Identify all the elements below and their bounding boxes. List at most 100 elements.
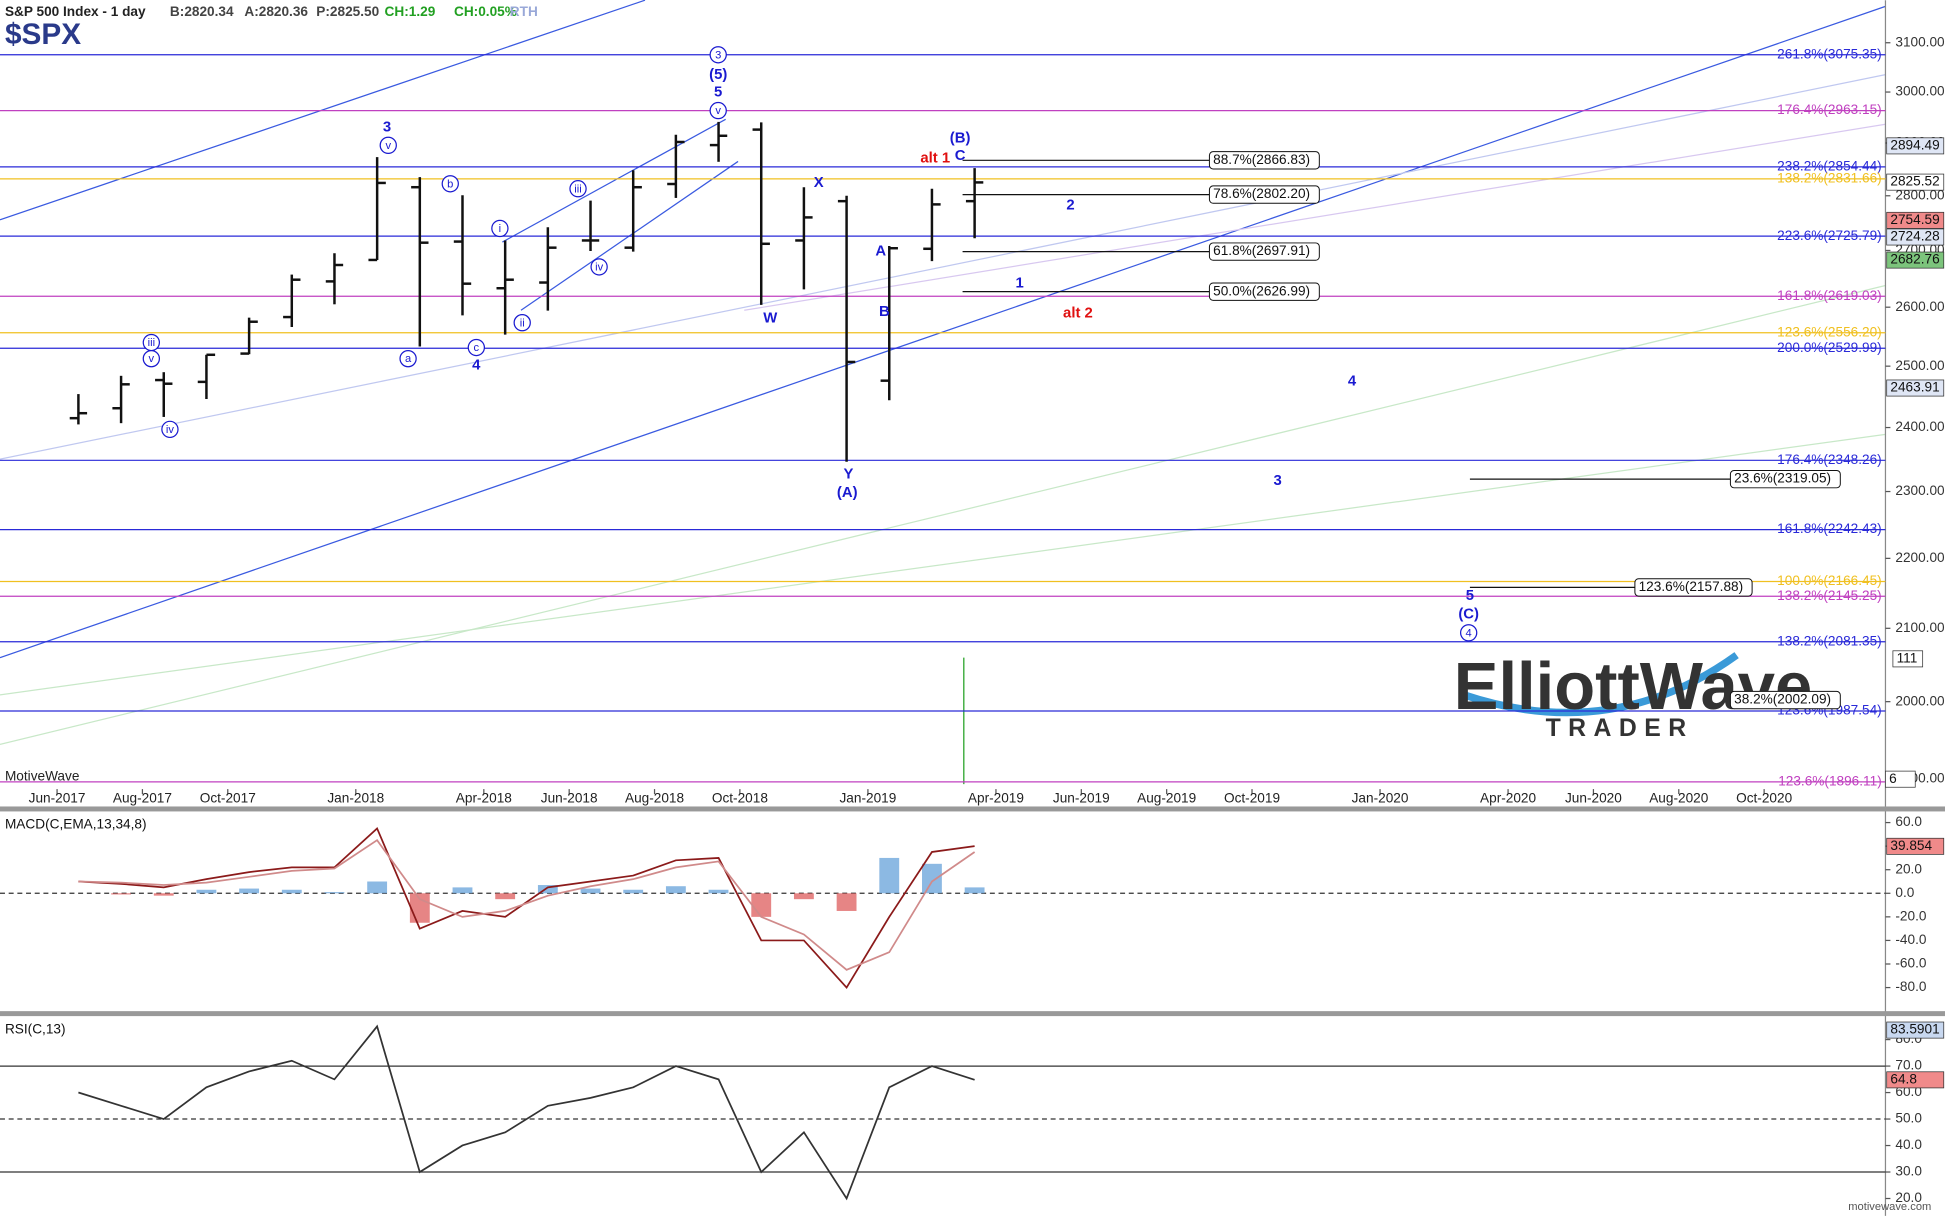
- wave-label: (A): [837, 485, 858, 501]
- x-tick-label: Oct-2020: [1736, 791, 1792, 806]
- histogram-bar: [964, 887, 985, 894]
- wave-circle: [142, 349, 161, 368]
- retracement-box: [1208, 242, 1320, 261]
- panel-title: RSI(C,13): [5, 1021, 66, 1036]
- y-tick-label: 3000.00: [1895, 84, 1945, 99]
- wave-label: ii: [520, 317, 525, 329]
- wave-circle: [161, 420, 179, 439]
- x-tick-label: Apr-2018: [456, 791, 512, 806]
- footer: motivewave.com: [1848, 1201, 1931, 1213]
- fib-level-label: 176.4%(2348.26): [1777, 452, 1882, 467]
- y-tick-label: 2600.00: [1895, 299, 1945, 314]
- x-tick-label: Apr-2020: [1480, 791, 1536, 806]
- histogram-bar: [281, 889, 302, 894]
- retracement-label: 38.2%(2002.09): [1734, 692, 1831, 707]
- wave-label: 3: [383, 119, 391, 135]
- logo-text: ElliottWave: [1454, 649, 1812, 724]
- wave-label: B: [879, 304, 890, 320]
- wave-circle: [513, 314, 531, 332]
- x-tick-label: Jan-2019: [840, 791, 897, 806]
- histogram-bar: [751, 893, 772, 917]
- quote-item: CH:1.29: [385, 4, 436, 19]
- retracement-box: [1729, 690, 1841, 710]
- wave-label: b: [447, 178, 453, 190]
- retracement-label: 61.8%(2697.91): [1213, 243, 1310, 258]
- x-tick-label: Jun-2019: [1053, 791, 1110, 806]
- histogram-bar: [708, 889, 729, 894]
- fib-level-label: 138.2%(2145.25): [1777, 588, 1882, 603]
- wave-label: 2: [1066, 197, 1074, 213]
- wave-label: 5: [714, 85, 722, 101]
- value-tag: [1886, 1021, 1945, 1039]
- retracement-box: [1208, 185, 1320, 204]
- fan-line: [0, 433, 1886, 696]
- fib-level-label: 138.2%(2081.35): [1777, 633, 1882, 648]
- wave-circle: [709, 101, 727, 120]
- histogram-bar: [153, 893, 174, 896]
- y-tick-label: 40.0: [1895, 1137, 1922, 1152]
- wave-label: iv: [595, 261, 603, 273]
- fib-level-label: 261.8%(3075.35): [1777, 46, 1882, 61]
- value-tag-label: 64.8: [1890, 1071, 1917, 1086]
- y-tick-label: 2400.00: [1895, 419, 1945, 434]
- quote-item: A:2820.36: [244, 4, 308, 19]
- value-tag: [1886, 251, 1945, 269]
- axis-tag-label: 111: [1897, 650, 1918, 665]
- x-tick-label: Oct-2019: [1224, 791, 1280, 806]
- value-tag: [1886, 837, 1945, 855]
- wave-label: (C): [1458, 607, 1479, 623]
- quote-item: RTH: [510, 4, 538, 19]
- y-tick-label: 30.0: [1895, 1164, 1922, 1179]
- wave-circle: [467, 338, 486, 357]
- y-tick-label: -60.0: [1895, 956, 1926, 971]
- channel-line: [502, 118, 726, 243]
- histogram-bar: [879, 857, 900, 894]
- y-tick-label: 2500.00: [1895, 358, 1945, 373]
- axis-tag-label: 6: [1889, 771, 1897, 786]
- value-tag: [1886, 228, 1945, 246]
- histogram-bar: [324, 892, 345, 894]
- value-tag: [1886, 1071, 1945, 1089]
- y-tick-label: 2800.00: [1895, 187, 1945, 202]
- wave-circle: [569, 180, 587, 198]
- wave-label: v: [149, 353, 155, 365]
- wave-circle: [441, 175, 459, 193]
- y-tick-label: -20.0: [1895, 908, 1926, 923]
- y-tick-label: 2000.00: [1895, 693, 1945, 708]
- retracement-label: 23.6%(2319.05): [1734, 471, 1831, 486]
- histogram-bar: [495, 893, 516, 900]
- value-tag-label: 2894.49: [1890, 137, 1939, 152]
- histogram-bar: [665, 886, 686, 894]
- y-tick-label: 2100.00: [1895, 620, 1945, 635]
- quote-item: B:2820.34: [170, 4, 234, 19]
- wave-label: A: [875, 243, 886, 259]
- wave-label: Y: [843, 467, 853, 483]
- histogram-bar: [537, 885, 558, 894]
- logo-swoosh: [1462, 652, 1739, 717]
- wave-label: (5): [709, 67, 727, 83]
- wave-label: 4: [1466, 627, 1472, 639]
- wave-label: c: [474, 342, 480, 354]
- channel-line: [0, 5, 1886, 659]
- wave-label: 4: [472, 357, 481, 373]
- retracement-box: [1208, 151, 1320, 170]
- y-tick-label: 20.0: [1895, 1190, 1922, 1205]
- x-tick-label: Aug-2018: [625, 791, 684, 806]
- value-tag-label: 2754.59: [1890, 212, 1939, 227]
- wave-label: a: [405, 353, 412, 365]
- wave-label: iv: [166, 424, 174, 436]
- fib-level-label: 123.6%(1896.11): [1778, 773, 1882, 788]
- wave-label: 3: [715, 49, 721, 61]
- x-tick-label: Aug-2019: [1137, 791, 1196, 806]
- wave-label: W: [763, 310, 778, 326]
- panel-title: MACD(C,EMA,13,34,8): [5, 817, 147, 832]
- y-tick-label: 3100.00: [1895, 34, 1945, 49]
- wave-label: (B): [950, 130, 971, 146]
- axis-tag: [1892, 650, 1924, 668]
- value-tag-label: 2463.91: [1890, 380, 1939, 395]
- fib-level-label: 100.0%(2166.45): [1777, 573, 1882, 588]
- wave-label: C: [955, 148, 966, 164]
- retracement-box: [1634, 578, 1753, 597]
